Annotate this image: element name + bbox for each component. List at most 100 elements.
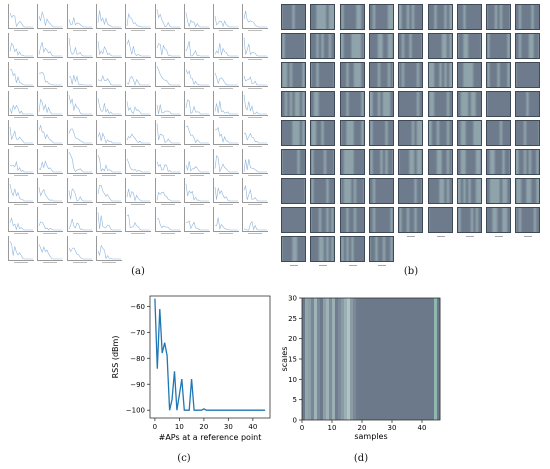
thumbnail-heatmap	[486, 207, 512, 237]
x-tick-label: 20	[199, 423, 208, 431]
thumbnail-heatmap	[310, 178, 336, 208]
thumbnail-line-plot	[37, 149, 64, 176]
x-tick-label: 0	[153, 423, 157, 431]
thumbnail-heatmap	[368, 149, 394, 179]
thumbnail-line-plot	[37, 33, 64, 60]
thumbnail-heatmap	[310, 120, 336, 150]
heatmap-column	[335, 298, 339, 420]
thumbnail-line-plot	[213, 91, 240, 118]
y-tick-label: 5	[293, 396, 297, 404]
heatmap-column	[302, 298, 306, 420]
thumbnail-line-plot	[183, 207, 210, 234]
thumbnail-line-plot	[183, 120, 210, 147]
thumbnail-heatmap	[398, 120, 424, 150]
heatmap-column	[401, 298, 405, 420]
y-tick-label: −70	[130, 329, 145, 337]
thumbnail-line-plot	[125, 207, 152, 234]
thumbnail-line-plot	[242, 62, 269, 89]
thumbnail-heatmap	[486, 62, 512, 92]
thumbnail-heatmap	[398, 207, 424, 237]
x-axis-label: #APs at a reference point	[159, 433, 262, 442]
thumbnail-line-plot	[213, 33, 240, 60]
thumbnail-heatmap	[515, 91, 541, 121]
thumbnail-line-plot	[95, 91, 122, 118]
thumbnail-line-plot	[66, 178, 93, 205]
thumbnail-heatmap	[515, 207, 541, 237]
thumbnail-line-plot	[8, 91, 34, 118]
thumbnail-heatmap	[310, 4, 336, 34]
heatmap-column	[350, 298, 354, 420]
thumbnail-heatmap	[398, 178, 424, 208]
thumbnail-line-plot	[66, 4, 93, 31]
thumbnail-line-plot	[95, 33, 122, 60]
heatmap-column	[308, 298, 312, 420]
thumbnail-heatmap	[398, 62, 424, 92]
y-tick-label: 25	[288, 315, 297, 323]
thumbnail-line-plot	[66, 62, 93, 89]
thumbnail-heatmap	[368, 236, 394, 266]
thumbnail-heatmap	[310, 62, 336, 92]
thumbnail-line-plot	[37, 178, 64, 205]
thumbnail-heatmap	[339, 207, 365, 237]
plot-frame	[149, 295, 271, 419]
heatmap-column	[437, 298, 441, 420]
thumbnail-line-plot	[125, 4, 152, 31]
thumbnail-line-plot	[66, 207, 93, 234]
thumbnail-heatmap	[486, 178, 512, 208]
thumbnail-line-plot	[183, 4, 210, 31]
thumbnail-line-plot	[95, 207, 122, 234]
thumbnail-line-plot	[154, 91, 181, 118]
heatmap-column	[329, 298, 333, 420]
y-tick-label: −80	[130, 355, 145, 363]
heatmap-column	[428, 298, 432, 420]
thumbnail-line-plot	[8, 207, 34, 234]
heatmap-column	[389, 298, 393, 420]
thumbnail-heatmap	[281, 120, 306, 150]
heatmap-column	[365, 298, 369, 420]
y-tick-label: −60	[130, 303, 145, 311]
thumbnail-line-plot	[242, 120, 269, 147]
thumbnail-heatmap	[281, 236, 306, 266]
thumbnail-heatmap	[310, 207, 336, 237]
thumbnail-line-plot	[66, 91, 93, 118]
heatmap-column	[368, 298, 372, 420]
thumbnail-line-plot	[66, 120, 93, 147]
heatmap-column	[326, 298, 330, 420]
thumbnail-heatmap	[515, 4, 541, 34]
thumbnail-heatmap	[310, 91, 336, 121]
thumbnail-line-plot	[8, 120, 34, 147]
heatmap-column	[359, 298, 363, 420]
thumbnail-heatmap	[281, 149, 306, 179]
heatmap-column	[419, 298, 423, 420]
heatmap-column	[371, 298, 375, 420]
x-axis-label: samples	[354, 432, 387, 441]
x-tick-label: 30	[224, 423, 233, 431]
thumbnail-heatmap	[339, 149, 365, 179]
thumbnail-line-plot	[66, 33, 93, 60]
thumbnail-line-plot	[183, 149, 210, 176]
thumbnail-heatmap	[486, 4, 512, 34]
thumbnail-line-plot	[95, 4, 122, 31]
caption-c: (c)	[177, 453, 191, 464]
heatmap-column	[332, 298, 336, 420]
heatmap-column	[434, 298, 438, 420]
heatmap-column	[314, 298, 318, 420]
heatmap-column	[338, 298, 342, 420]
thumbnail-heatmap	[398, 4, 424, 34]
thumbnail-line-plot	[37, 207, 64, 234]
thumbnail-line-plot	[213, 62, 240, 89]
thumbnail-line-plot	[8, 178, 34, 205]
heatmap-column	[383, 298, 387, 420]
heatmap-column	[380, 298, 384, 420]
y-tick-label: −100	[126, 407, 145, 415]
thumbnail-heatmap	[515, 62, 541, 92]
thumbnail-heatmap	[368, 33, 394, 63]
caption-d: (d)	[353, 453, 369, 464]
thumbnail-heatmap	[281, 4, 306, 34]
thumbnail-heatmap	[368, 178, 394, 208]
thumbnail-line-plot	[154, 33, 181, 60]
y-axis-label: RSS (dBm)	[111, 336, 120, 379]
thumbnail-line-plot	[95, 62, 122, 89]
thumbnail-line-plot	[242, 4, 269, 31]
thumbnail-heatmap	[281, 207, 306, 237]
